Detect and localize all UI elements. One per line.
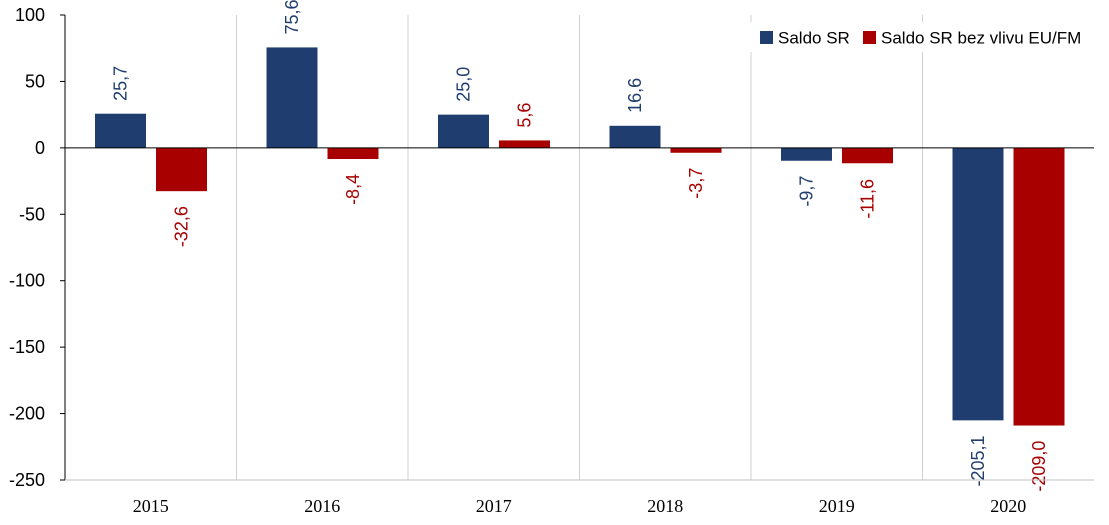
x-category-label: 2015 (133, 496, 169, 516)
bar-saldo-sr-bez-vlivu-2016 (327, 147, 379, 160)
x-category-label: 2017 (476, 496, 512, 516)
bar-saldo-sr-2016 (266, 47, 318, 148)
bar-saldo-sr-2019 (781, 147, 832, 161)
y-tick-label: -250 (9, 470, 45, 490)
data-label: -32,6 (171, 206, 191, 247)
legend-box (750, 22, 1098, 52)
y-tick-label: -100 (9, 271, 45, 291)
x-category-label: 2019 (819, 496, 855, 516)
data-label: 5,6 (515, 103, 535, 128)
y-tick-label: 50 (25, 71, 45, 91)
legend-swatch (863, 31, 876, 44)
data-label: -209,0 (1029, 441, 1049, 492)
bar-saldo-sr-2017 (438, 114, 489, 148)
y-axis: 100 50 0 -50 -100 -150 -200 -250 (9, 5, 66, 490)
bar-saldo-sr-2018 (609, 125, 661, 148)
bar-saldo-sr-2020 (952, 147, 1004, 421)
x-category-label: 2016 (304, 496, 340, 516)
data-label: -3,7 (686, 168, 706, 199)
y-tick-label: -150 (9, 337, 45, 357)
legend: Saldo SR Saldo SR bez vlivu EU/FM (750, 22, 1098, 52)
data-label: -11,6 (858, 179, 878, 219)
y-tick-label: -50 (19, 204, 45, 224)
bar-saldo-sr-bez-vlivu-2018 (670, 147, 722, 153)
legend-label: Saldo SR bez vlivu EU/FM (881, 29, 1081, 48)
bar-saldo-sr-bez-vlivu-2020 (1013, 147, 1065, 426)
legend-label: Saldo SR (778, 29, 850, 48)
data-label: -8,4 (343, 174, 363, 205)
bar-saldo-sr-bez-vlivu-2019 (842, 147, 893, 164)
data-label: 25,7 (111, 66, 131, 101)
x-axis: 2015 2016 2017 2018 2019 2020 (65, 147, 1094, 516)
bar-saldo-sr-2015 (95, 113, 146, 148)
data-label: 75,6 (282, 0, 302, 35)
y-tick-label: -200 (9, 404, 45, 424)
data-label: 25,0 (454, 67, 474, 102)
x-category-label: 2020 (990, 496, 1026, 516)
x-category-label: 2018 (647, 496, 683, 516)
legend-swatch (760, 31, 773, 44)
data-label: 16,6 (625, 78, 645, 113)
grid-layer (236, 15, 923, 480)
data-label: -205,1 (968, 435, 988, 486)
bars-layer (95, 47, 1065, 426)
y-tick-label: 100 (15, 5, 45, 25)
bar-saldo-sr-bez-vlivu-2017 (499, 140, 550, 148)
data-label: -9,7 (797, 176, 817, 207)
bar-saldo-sr-bez-vlivu-2015 (156, 147, 207, 192)
y-tick-label: 0 (35, 138, 45, 158)
data-labels-layer: 25,7 75,6 25,0 16,6 -9,7 -205,1 -32,6 -8,4 5,6 -3… (111, 0, 1050, 492)
